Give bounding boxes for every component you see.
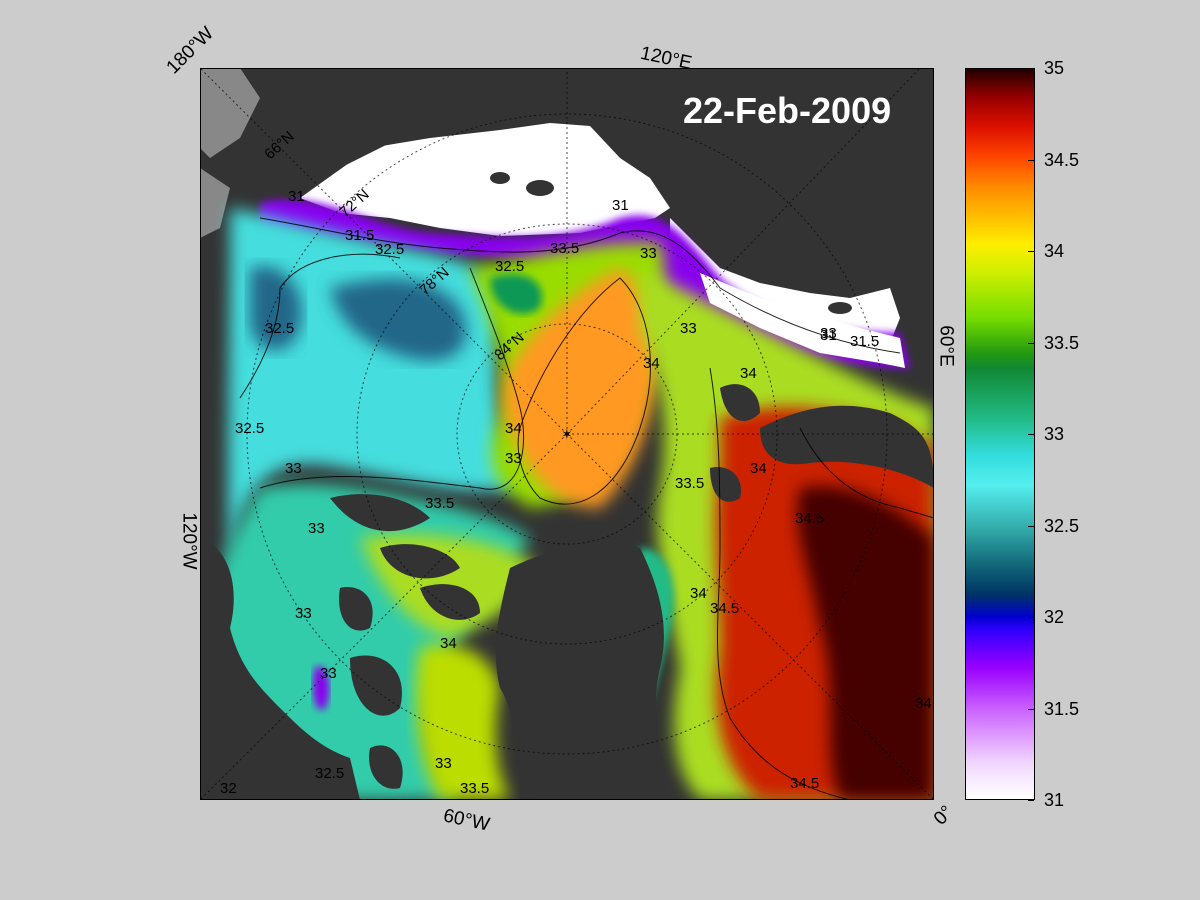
colorbar-tick-label: 32: [1044, 607, 1065, 627]
contour-lines: [239, 217, 934, 800]
contour-label: 33: [320, 665, 337, 682]
shelf-left: [200, 168, 230, 238]
colorbar-tick-mark: [1028, 526, 1034, 527]
colorbar-tick-label: 33: [1044, 424, 1065, 444]
colorbar-tick-mark: [1028, 800, 1034, 801]
graticule: [200, 68, 934, 800]
contour-label: 33: [285, 460, 302, 477]
colorbar-tick-mark: [1028, 709, 1034, 710]
meridian-label-0: 0°: [929, 801, 958, 830]
ice-islands: [490, 172, 852, 314]
contour-label: 33: [820, 325, 837, 342]
meridian-label-60e: 60°E: [935, 325, 957, 367]
colorbar-tick-mark: [1028, 251, 1034, 252]
contour-label: 32.5: [235, 420, 264, 437]
contour-label: 31.5: [345, 227, 374, 244]
pole-marker: ✶: [561, 426, 573, 442]
contour-label: 33.5: [425, 495, 454, 512]
contour-label: 34.5: [710, 600, 739, 617]
contour-label: 33: [505, 450, 522, 467]
contour-label: 31: [288, 188, 305, 205]
salinity-map: ✶ 66°N 72°N 78°N 84°N 31 31.5 32.5 32.5 …: [200, 68, 934, 800]
contour-label: 34.5: [795, 510, 824, 527]
contour-label: 34.5: [915, 695, 934, 712]
contour-label: 34: [643, 355, 660, 372]
contour-label: 33.5: [675, 475, 704, 492]
colorbar-tick-label: 32.5: [1044, 515, 1080, 536]
shelf-top-left: [200, 68, 260, 158]
colorbar: [965, 68, 1035, 800]
meridian-label-120w: 120°W: [178, 512, 200, 570]
contour-label: 34: [690, 585, 707, 602]
date-title: 22-Feb-2009: [683, 90, 892, 131]
contour-label: 31: [820, 327, 837, 344]
colorbar-tick-mark: [1028, 160, 1034, 161]
colorbar-tick-mark: [1028, 68, 1034, 69]
colorbar-tick-label: 31.5: [1044, 698, 1080, 719]
contour-label: 34: [750, 460, 767, 477]
contour-label: 33.5: [550, 240, 579, 257]
colorbar-tick-label: 35: [1044, 58, 1065, 78]
contour-label: 34: [440, 635, 457, 652]
land-masses: [200, 68, 934, 800]
contour-label: 32.5: [375, 241, 404, 258]
contour-label: 32.5: [265, 320, 294, 337]
colorbar-tick-mark: [1028, 434, 1034, 435]
meridian-label-60w: 60°W: [441, 805, 492, 836]
contour-label: 34: [740, 365, 757, 382]
contour-label-group: 31 31.5 32.5 32.5 32.5 33.5 31 33 34 33 …: [220, 188, 934, 797]
contour-label: 34.5: [790, 775, 819, 792]
map-border: [200, 68, 934, 800]
contour-label: 32: [220, 780, 237, 797]
contour-label: 33.5: [460, 780, 489, 797]
contour-label: 31.5: [850, 333, 879, 350]
contour-label: 32.5: [495, 258, 524, 275]
contour-label: 31: [612, 197, 629, 214]
colorbar-tick-label: 31: [1044, 790, 1065, 810]
contour-label: 33: [640, 245, 657, 262]
contour-label: 34: [505, 420, 522, 437]
contour-label: 33: [680, 320, 697, 337]
colorbar-tick-label: 33.5: [1044, 332, 1080, 353]
contour-label: 33: [308, 520, 325, 537]
contour-label: 33: [295, 605, 312, 622]
contour-label: 32.5: [315, 765, 344, 782]
contour-label: 33: [435, 755, 452, 772]
colorbar-tick-mark: [1028, 617, 1034, 618]
colorbar-tick-label: 34.5: [1044, 149, 1080, 170]
colorbar-tick-label: 34: [1044, 241, 1065, 261]
colorbar-tick-mark: [1028, 343, 1034, 344]
